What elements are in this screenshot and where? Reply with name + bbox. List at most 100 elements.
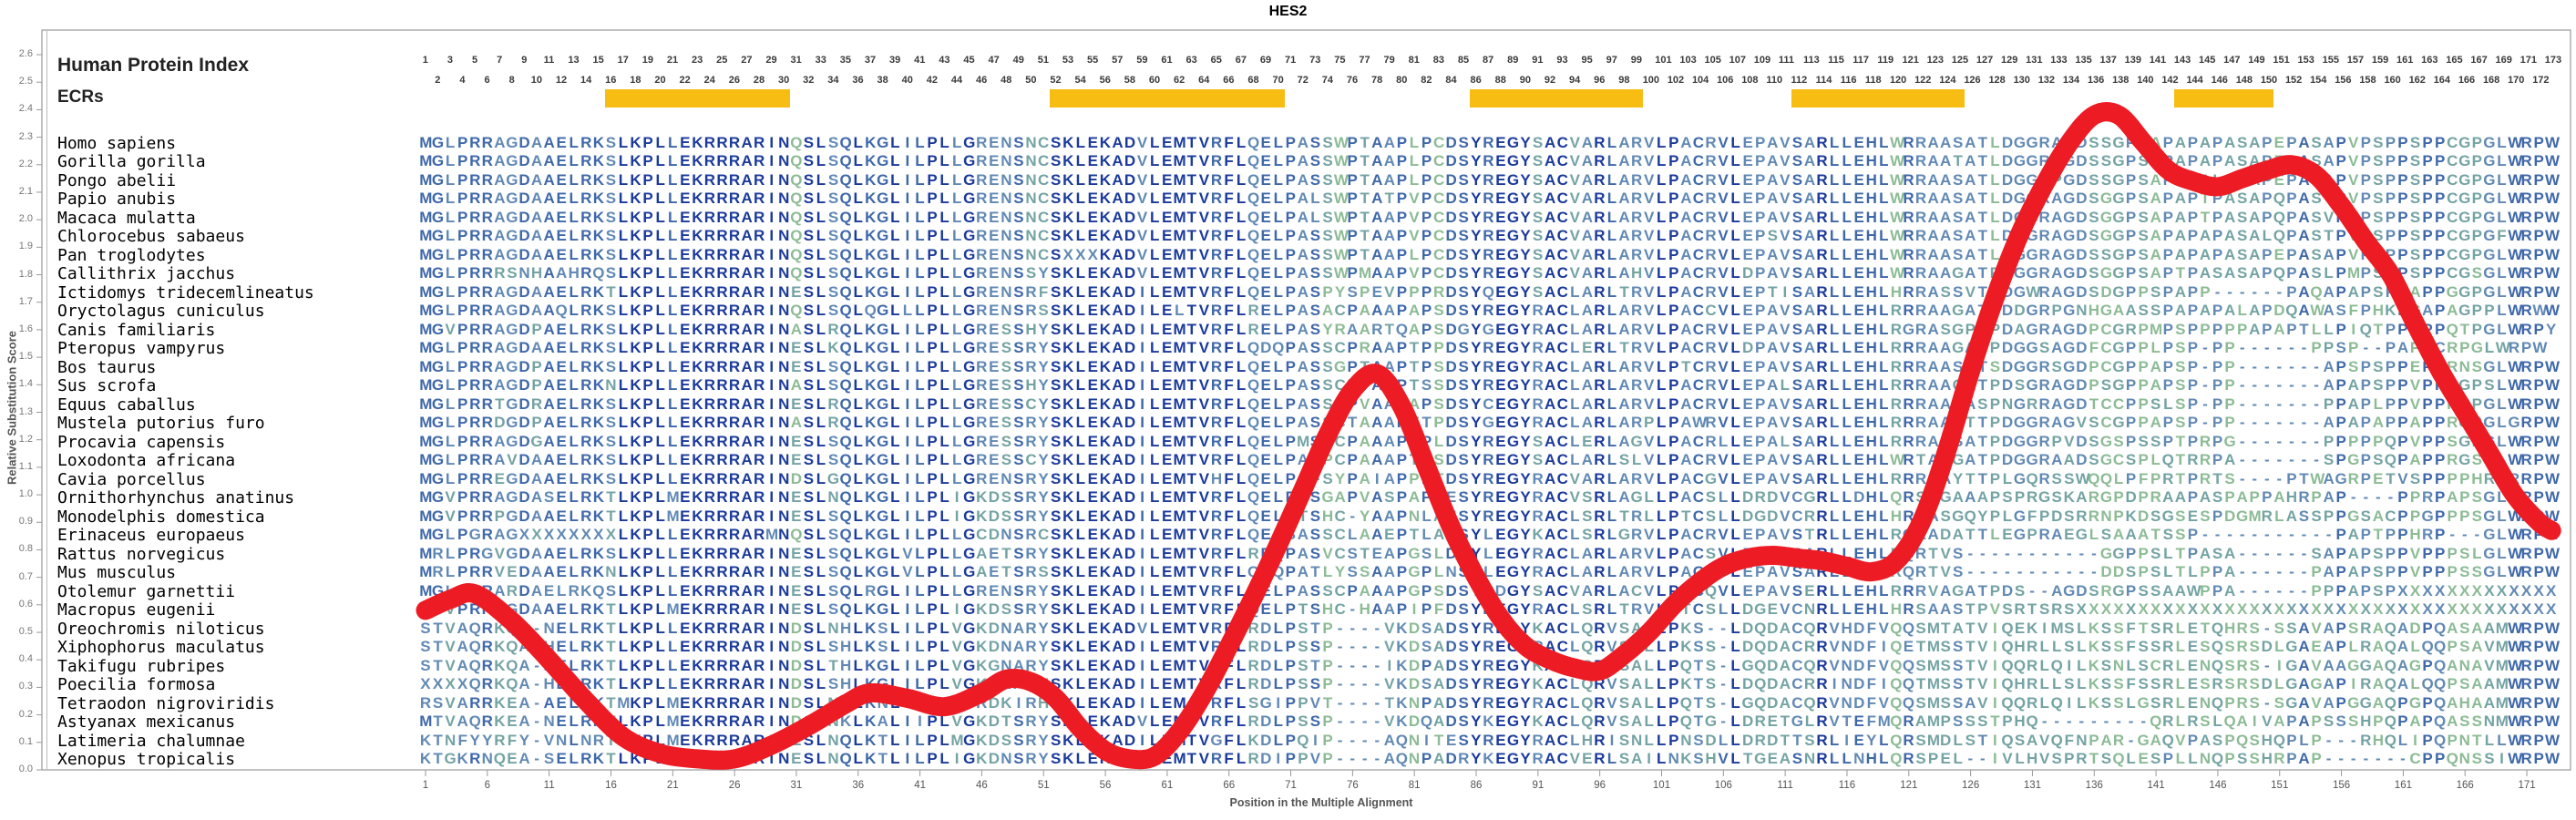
x-tick-label: 156 (2332, 780, 2351, 791)
species-name: Latimeria chalumnae (57, 731, 245, 751)
x-tick-label: 161 (2394, 780, 2412, 791)
alignment-row: Callithrix jacchus MG L P RRR S NHAAHRQS L K P L L E… (0, 264, 2576, 283)
alignment-row: Mustela putorius furo MG L P RRDGD P A E L RK S L K P… (0, 414, 2576, 433)
alignment-row: Gorilla gorilla MG L P RRAGDAA E L RK S L K P L L E KRR… (0, 152, 2576, 171)
x-tick-label: 41 (914, 780, 926, 791)
sequence-text: MG L P RRAGDAA E L RK S L K P L L E KRRRAR I NQS L SQ L KG L I… (419, 227, 2560, 245)
sequence-text: MGV P RR PGDAA E L RK T L K P LME KRRRAR I N E S L SQ L KG L I… (419, 600, 2557, 619)
alignment-row: Equus caballus MG L P RR T GDRA E L RK S L K P L L E KRRR… (0, 395, 2576, 415)
alignment-row: Otolemur garnettii MG L P RRARDA E L RKQS L K P L L E… (0, 582, 2576, 601)
x-tick-label: 111 (1777, 780, 1793, 791)
species-name: Takifugu rubripes (57, 656, 226, 676)
species-name: Cavia porcellus (57, 469, 206, 489)
y-tick-label: 0.3 (18, 681, 33, 692)
species-name: Mustela putorius furo (57, 414, 265, 434)
sequence-text: X X X XQRKQA - H E L RK T L K P L L E KRRRAR I ND S L S H L KG L I… (420, 675, 2560, 693)
sequence-text: K T N F Y Y R F Y - V N L NR T L K P LME KRRRAR I N E S L NQ L K T L I… (419, 731, 2560, 749)
alignment-row: Takifugu rubripes S T V AQRKQA - N E L RK T L K P L L E K… (0, 657, 2576, 676)
sequence-text: MG L P RRAGDAA E L RK S L K P L L E KRRRAR I NQS L SQ L KG L I… (419, 133, 2560, 151)
y-tick-label: 2.4 (18, 103, 33, 115)
x-tick-label: 26 (728, 780, 741, 791)
x-tick-label: 66 (1223, 780, 1236, 791)
alignment-row: Papio anubis MG L P RRAGDAA E L RK S L K P L L E KRRRAR… (0, 190, 2576, 209)
x-axis-label: Position in the Multiple Alignment (1229, 796, 1413, 809)
alignment-row: Rattus norvegicus MR L P RGVGDAA E L RK S L K P L L E K… (0, 545, 2576, 564)
alignment-row: Ornithorhynchus anatinus MGV P RRAGDA S E L RK T… (0, 488, 2576, 507)
x-tick-label: 126 (1962, 780, 1980, 791)
sequence-text: MG L P RRAGD P A E L RK S L K P L L E KRRRAR I N E S L SQ L KG L I… (419, 357, 2560, 375)
sequence-text: MG L P RRR S NHAAHRQS L K P L L E KRRRAR I NQS L SQ L KG L I… (419, 264, 2560, 282)
sequence-text: MR L P RGVGDAA E L RK S L K P L L E KRRRAR I N E S L SQ L KG L V… (419, 544, 2560, 562)
x-tick-label: 76 (1346, 780, 1359, 791)
y-tick-label: 1.6 (18, 323, 33, 334)
species-name: Canis familiaris (57, 320, 216, 340)
x-tick-label: 36 (852, 780, 865, 791)
y-tick-label: 0.6 (18, 598, 33, 610)
species-name: Pongo abelii (57, 170, 177, 190)
species-name: Ictidomys tridecemlineatus (57, 282, 314, 302)
x-tick-label: 166 (2456, 780, 2474, 791)
species-name: Callithrix jacchus (57, 264, 236, 284)
species-name: Xenopus tropicalis (57, 750, 236, 770)
species-name: Loxodonta africana (57, 451, 236, 471)
y-tick-label: 1.1 (18, 460, 33, 472)
sequence-text: MG L P RRDGD P A E L RK S L K P L L E KRRRAR I NA S L RQ L KG L I… (419, 414, 2560, 432)
sequence-text: S T V AQRKQA - H E L RK T L K P L L E KRRRAR I ND S L S H L K S L I… (420, 638, 2560, 656)
alignment-row: Chlorocebus sabaeus MG L P RRAGDAA E L RK S L K P L L… (0, 227, 2576, 246)
species-name: Homo sapiens (57, 133, 177, 153)
x-tick-label: 141 (2147, 780, 2165, 791)
human-protein-index-label: Human Protein Index (57, 55, 250, 76)
alignment-row: Oryctolagus cuniculus MG L P RRAGDAAQ L RK S L K P… (0, 302, 2576, 321)
alignment-row: Pteropus vampyrus MG L P RRAGDAA E L RK S L K P L L E K… (0, 339, 2576, 358)
sequence-text: MG L P RRAGDGA E L RK S L K P L L E KRRRAR I N E S L SQ L KG L I… (419, 432, 2560, 450)
x-tick-label: 131 (2023, 780, 2042, 791)
species-name: Papio anubis (57, 190, 177, 210)
alignment-row: Sus scrofa MG L P RRAGD P A E L RKN L K P L L E KRRRAR I N… (0, 376, 2576, 395)
y-tick-label: 0.4 (18, 653, 33, 665)
protein-index-numbers-odd: 1 3 5 7 9 11 13 15 17 19 21 23 25 27 29 31 33 35 37 39 41 43 4… (422, 55, 2562, 66)
x-tick-label: 6 (484, 780, 491, 791)
sequence-text: MG L P RRAGDAA E L RK S L K P L L E KRRRAR I N E S L KQ L KG L I… (419, 339, 2548, 357)
sequence-text: K T GKRNQE A - S E L RK T L K P LME KRRRAR I N E S L NQ L K T L I… (419, 750, 2560, 768)
species-name: Otolemur garnettii (57, 581, 236, 601)
y-tick-label: 0.9 (18, 516, 33, 528)
y-tick-label: 0.0 (18, 764, 33, 774)
species-name: Erinaceus europaeus (57, 526, 245, 546)
sequence-text: MG L P RRARDA E L RKQS L K P L L E KRRRAR I N E S L SQ L RG L I… (419, 581, 2557, 600)
x-tick-label: 71 (1285, 780, 1297, 791)
alignment-row: Xiphophorus maculatus S T V AQRKQA - H E L RK T L K P… (0, 638, 2576, 657)
ecr-region-bar (1050, 89, 1285, 108)
species-name: Chlorocebus sabaeus (57, 227, 245, 247)
species-name: Pteropus vampyrus (57, 339, 226, 359)
species-name: Bos taurus (57, 357, 157, 377)
ecrs-label: ECRs (57, 87, 104, 107)
species-name: Macaca mulatta (57, 208, 196, 228)
sequence-text: MG L P RRAGDAA E L RK S L K P L L E KRRRAR I NQS L SQ L KG L I… (419, 208, 2560, 226)
sequence-text: S T V AQRKQA - N E L RK T L K P L L E KRRRAR I ND S L T H L KG L I… (420, 656, 2560, 674)
sequence-text: MG L P RRAGDAA E L RK S L K P L L E KRRRAR I NQS L SQ L KG L I… (419, 190, 2560, 208)
y-tick-label: 1.5 (18, 351, 33, 363)
protein-index-numbers-even: 2 4 6 8 10 12 14 16 18 20 22 24 26 28 30 32 34 36 38 40 42 44… (435, 75, 2550, 86)
sequence-text: MG L P RRAGDAA E L RK S L K P L L E KRRRAR I NQS L SQ L KG L I… (419, 245, 2560, 263)
sequence-text: MT V AQRK E A - N E L RK T L K P LME KRRRAR I ND S L NK L KA L I… (419, 712, 2560, 731)
sequence-text: MGV P RRAGD P A E L RK S L K P L L E KRRRAR I NA S L RQ L KG L I… (419, 320, 2557, 338)
x-tick-label: 61 (1161, 780, 1174, 791)
sequence-text: MG L P RR EGDAA E L RK S L K P L L E KRRRAR I ND S L GQ L KG L I… (419, 469, 2560, 487)
x-tick-label: 121 (1900, 780, 1918, 791)
alignment-row: Mus musculus MR L P RR V E DAA E L RKN L K P L L E KRRRAR… (0, 563, 2576, 582)
ecr-region-bar (2174, 89, 2273, 108)
species-name: Gorilla gorilla (57, 152, 206, 172)
alignment-row: Loxodonta africana MG L P RRA V DAA E L RK S L K P L L E… (0, 451, 2576, 470)
species-name: Procavia capensis (57, 432, 226, 452)
species-name: Poecilia formosa (57, 675, 216, 695)
x-tick-label: 116 (1838, 780, 1856, 791)
x-tick-label: 91 (1532, 780, 1545, 791)
species-name: Monodelphis domestica (57, 507, 265, 527)
y-tick-label: 0.2 (18, 708, 33, 720)
alignment-row: Macaca mulatta MG L P RRAGDAA E L RK S L K P L L E KRRR… (0, 209, 2576, 228)
ecr-region-bar (604, 89, 791, 108)
alignment-row: Pongo abelii MG L P RRAGDAA E L RK S L K P L L E KRRRAR… (0, 171, 2576, 190)
y-tick-label: 0.7 (18, 570, 33, 582)
x-tick-label: 11 (543, 780, 555, 791)
